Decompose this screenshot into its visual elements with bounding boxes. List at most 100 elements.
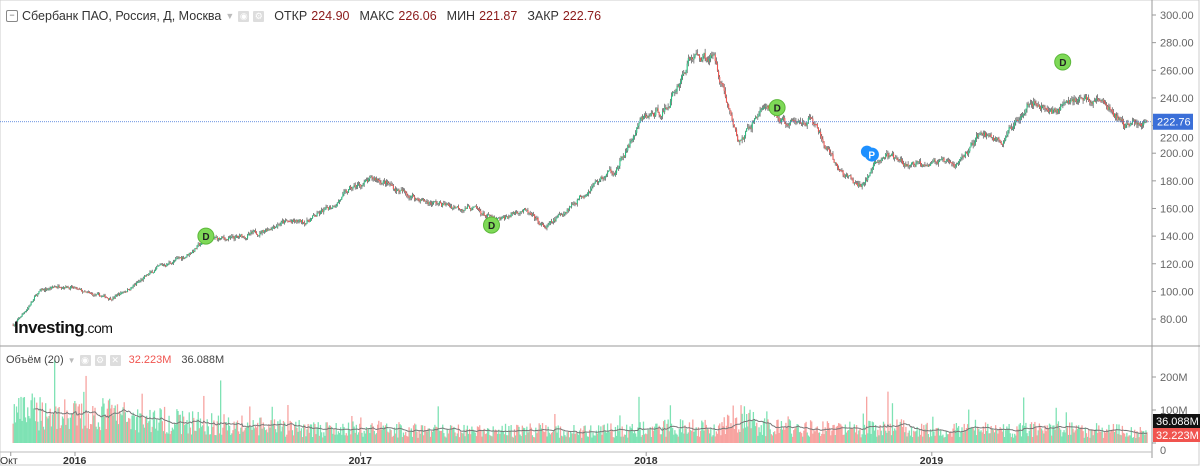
candle	[113, 297, 115, 299]
candle	[116, 294, 119, 296]
volume-bar	[77, 406, 79, 443]
candle	[870, 170, 872, 173]
volume-bar	[643, 434, 646, 443]
volume-bar	[582, 430, 584, 443]
volume-bar	[980, 430, 982, 443]
candle	[187, 254, 189, 256]
volume-bar	[927, 434, 929, 443]
volume-bar	[154, 428, 157, 443]
candle	[739, 139, 741, 142]
volume-bar	[564, 435, 566, 443]
candle	[484, 215, 486, 217]
volume-bar	[526, 426, 528, 443]
collapse-icon[interactable]: −	[6, 10, 18, 22]
symbol-title[interactable]: Сбербанк ПАО, Россия, Д, Москва	[22, 9, 222, 23]
volume-bar	[1100, 431, 1102, 443]
candle	[42, 289, 45, 291]
candle	[1047, 110, 1049, 112]
candle	[352, 186, 354, 189]
candle	[461, 210, 463, 212]
visibility-icon[interactable]: ◉	[238, 10, 250, 22]
volume-bar	[362, 436, 364, 443]
volume-bar	[468, 428, 471, 443]
candle	[370, 176, 372, 178]
candle	[455, 207, 457, 209]
volume-bar	[746, 414, 748, 443]
volume-bar	[1002, 424, 1005, 443]
candle	[148, 273, 150, 275]
candle	[718, 70, 720, 77]
candle	[378, 180, 380, 181]
candle	[23, 312, 25, 314]
volume-bar	[835, 426, 838, 443]
volume-bar	[1012, 437, 1015, 443]
candle	[290, 221, 292, 223]
volume-bar	[33, 397, 36, 443]
last-price-badge	[1153, 113, 1193, 130]
candle	[215, 237, 217, 238]
volume-bar	[1067, 434, 1070, 443]
volume-bar	[12, 423, 14, 443]
volume-bar	[344, 435, 346, 443]
volume-title[interactable]: Объём (20)	[6, 354, 64, 366]
candle	[317, 212, 319, 214]
candle	[1106, 104, 1108, 107]
volume-bar	[13, 404, 15, 443]
candle	[250, 231, 252, 234]
candle	[889, 155, 891, 157]
volume-bar	[323, 432, 325, 443]
volume-bar	[1070, 434, 1072, 443]
candle	[1018, 119, 1020, 121]
volume-bar	[922, 436, 924, 443]
settings-icon[interactable]: ⚙	[94, 354, 106, 366]
volume-bar	[257, 422, 259, 443]
volume-bar	[437, 406, 439, 443]
candle	[784, 118, 786, 124]
candle	[469, 205, 471, 209]
volume-bar	[1009, 433, 1011, 443]
candle	[57, 285, 59, 288]
volume-bar	[41, 402, 43, 443]
candle	[457, 206, 459, 209]
candle	[234, 236, 236, 240]
candle	[304, 222, 306, 225]
candle	[101, 296, 103, 297]
visibility-icon[interactable]: ◉	[79, 354, 91, 366]
candle	[94, 294, 96, 296]
close-icon[interactable]: ✕	[109, 354, 121, 366]
volume-bar	[708, 433, 711, 443]
dropdown-icon[interactable]: ▼	[67, 355, 76, 365]
volume-bar	[448, 430, 451, 443]
candle	[1016, 119, 1018, 121]
dropdown-icon[interactable]: ▼	[225, 11, 235, 21]
volume-bar	[613, 437, 615, 443]
candle	[498, 217, 500, 219]
candle	[371, 176, 373, 178]
volume-bar	[194, 430, 196, 443]
settings-icon[interactable]: ⚙	[253, 10, 265, 22]
volume-bar	[941, 435, 943, 443]
price-tick-label: 140.00	[1160, 231, 1194, 243]
volume-bar	[1020, 436, 1023, 443]
volume-bar	[406, 435, 408, 443]
candle	[305, 223, 307, 225]
volume-bar	[1144, 434, 1146, 443]
volume-bar	[453, 426, 455, 443]
candle	[112, 297, 114, 301]
candle	[946, 160, 948, 161]
volume-bar	[548, 432, 550, 443]
candle	[336, 202, 338, 207]
candle	[653, 113, 655, 117]
volume-bar	[227, 417, 230, 443]
candle	[756, 116, 758, 118]
candle	[515, 211, 517, 214]
candle	[1028, 104, 1030, 106]
volume-bar	[580, 428, 582, 443]
volume-ma-badge-label: 36.088M	[1156, 416, 1199, 428]
volume-bar	[647, 429, 649, 443]
volume-bar	[158, 422, 160, 443]
candle	[808, 117, 811, 119]
volume-bar	[989, 433, 991, 443]
candle	[194, 248, 196, 252]
